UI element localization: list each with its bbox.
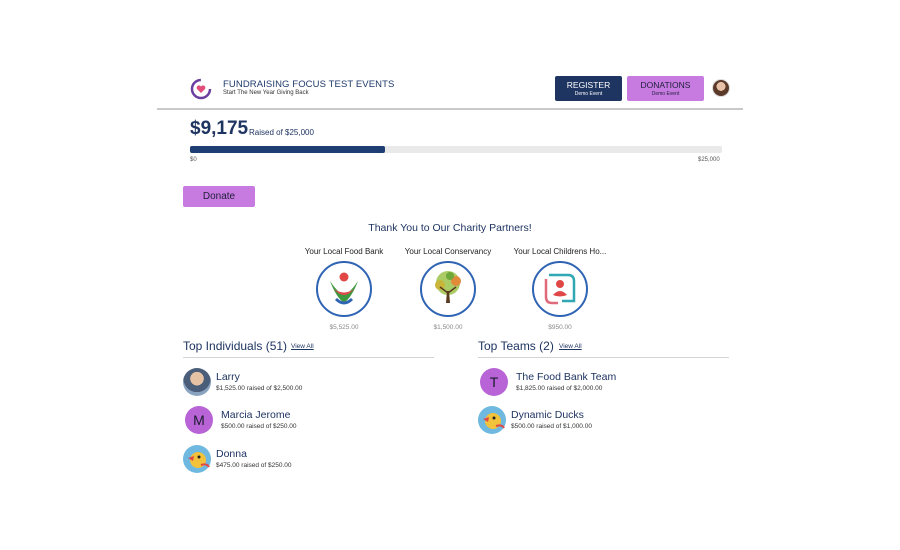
tree-logo-icon[interactable]: [420, 261, 476, 317]
avatar: T: [480, 368, 508, 396]
amount-raised: $9,175: [190, 118, 249, 139]
team-name[interactable]: The Food Bank Team: [516, 371, 617, 383]
individual-name[interactable]: Marcia Jerome: [221, 409, 291, 421]
individual-row[interactable]: Larry $1,525.00 raised of $2,500.00: [183, 368, 433, 398]
partner-amount: $950.00: [548, 324, 572, 331]
top-individuals-title: Top Individuals (51): [183, 339, 288, 353]
user-avatar[interactable]: [712, 79, 730, 97]
register-sublabel: Demo Event: [574, 91, 603, 97]
progress-bar-fill: [190, 146, 386, 153]
site-header: FUNDRAISING FOCUS TEST EVENTS Start The …: [157, 72, 743, 110]
donate-button[interactable]: Donate: [183, 186, 255, 207]
team-raised: $1,825.00 raised of $2,000.00: [516, 385, 603, 392]
partner-card-conservancy[interactable]: Your Local Conservancy $1,500.00: [383, 247, 513, 331]
bird-avatar-icon: [183, 445, 211, 473]
donations-sublabel: Demo Event: [651, 91, 680, 97]
individual-raised: $475.00 raised of $250.00: [216, 462, 292, 469]
individuals-view-all-link[interactable]: View All: [291, 343, 314, 350]
progress-bar: [190, 146, 722, 153]
org-title[interactable]: FUNDRAISING FOCUS TEST EVENTS: [223, 79, 395, 90]
progress-min-label: $0: [190, 157, 197, 163]
partner-card-childrens-hospital[interactable]: Your Local Childrens Ho... $950.00: [495, 247, 625, 331]
progress-max-label: $25,000: [698, 157, 720, 163]
avatar: M: [185, 406, 213, 434]
partner-name: Your Local Childrens Ho...: [513, 247, 607, 256]
donations-button[interactable]: DONATIONS Demo Event: [627, 76, 704, 101]
avatar: [183, 368, 211, 396]
team-row[interactable]: Dynamic Ducks $500.00 raised of $1,000.0…: [478, 406, 728, 436]
register-button[interactable]: REGISTER Demo Event: [555, 76, 622, 101]
bird-avatar-icon: [478, 406, 506, 434]
individual-raised: $500.00 raised of $250.00: [221, 423, 297, 430]
individual-row[interactable]: M Marcia Jerome $500.00 raised of $250.0…: [185, 406, 435, 436]
individual-raised: $1,525.00 raised of $2,500.00: [216, 385, 303, 392]
individual-name[interactable]: Donna: [216, 448, 247, 460]
top-teams-title: Top Teams (2): [478, 339, 554, 353]
individual-row[interactable]: Donna $475.00 raised of $250.00: [183, 445, 433, 475]
individual-name[interactable]: Larry: [216, 371, 240, 383]
individuals-divider: [183, 357, 434, 358]
partner-amount: $5,525.00: [329, 324, 359, 331]
partner-amount: $1,500.00: [433, 324, 463, 331]
food-bank-logo-icon[interactable]: [316, 261, 372, 317]
org-subtitle: Start The New Year Giving Back: [223, 90, 309, 96]
partner-card-food-bank[interactable]: Your Local Food Bank $5,525.00: [279, 247, 409, 331]
org-logo-icon[interactable]: [190, 78, 212, 100]
team-raised: $500.00 raised of $1,000.00: [511, 423, 592, 430]
register-label: REGISTER: [566, 80, 611, 90]
partners-title: Thank You to Our Charity Partners!: [368, 222, 532, 234]
donations-label: DONATIONS: [640, 80, 691, 90]
team-row[interactable]: T The Food Bank Team $1,825.00 raised of…: [480, 368, 730, 398]
partner-name: Your Local Conservancy: [404, 247, 492, 256]
childrens-hospital-logo-icon[interactable]: [532, 261, 588, 317]
teams-view-all-link[interactable]: View All: [559, 343, 582, 350]
partner-name: Your Local Food Bank: [304, 247, 384, 256]
goal-text: Raised of $25,000: [249, 128, 314, 137]
team-name[interactable]: Dynamic Ducks: [511, 409, 584, 421]
teams-divider: [478, 357, 729, 358]
